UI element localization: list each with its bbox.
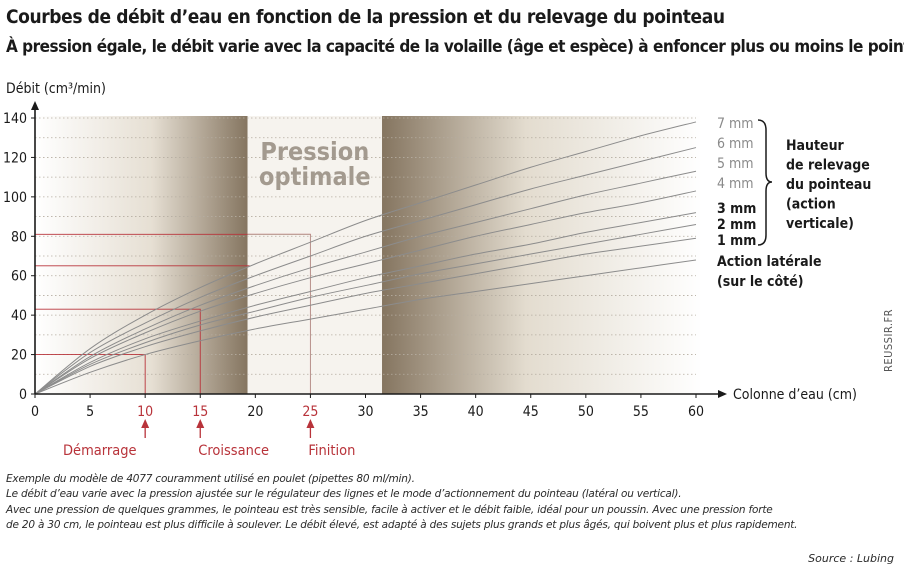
axes: 0 20 40 60 80 100 120 140 0 5 10 15 20 25 30 35 40 45 50 55… (3, 101, 727, 420)
series-end-label: 5 mm (717, 156, 754, 172)
legend-group-text: (action (786, 197, 836, 213)
marker-label: Finition (308, 443, 355, 459)
legend-group-text: du pointeau (786, 177, 871, 193)
optimal-zone-label: optimale (259, 162, 371, 191)
x-axis-arrow (718, 390, 727, 398)
footnote-line: Avec une pression de quelques grammes, l… (6, 503, 773, 516)
curves (34, 121, 697, 395)
y-tick-label: 20 (11, 348, 27, 364)
marker-label: Démarrage (63, 443, 137, 459)
y-tick-label: 140 (3, 111, 27, 127)
credit-text: REUSSIR.FR (882, 308, 895, 372)
series-end-label: 1 mm (717, 233, 756, 249)
series-line (34, 190, 697, 395)
lateral-label: (sur le côté) (717, 274, 804, 290)
series-line (34, 237, 697, 395)
optimal-zone-label: Pression (260, 137, 369, 166)
series-line (34, 259, 697, 395)
x-tick-label: 0 (31, 404, 39, 420)
series-line (34, 147, 697, 395)
y-axis-arrow (31, 101, 39, 110)
legend-group-text: Hauteur (786, 138, 845, 154)
x-tick-label: 55 (633, 404, 649, 420)
footnotes: Exemple du modèle de 4077 couramment uti… (6, 472, 886, 534)
x-tick-label: 40 (468, 404, 484, 420)
marker-label: Croissance (198, 443, 269, 459)
series-end-label: 6 mm (717, 136, 754, 152)
x-tick-label: 15 (192, 404, 208, 420)
zone-right-gradient (382, 116, 702, 394)
y-tick-label: 60 (11, 269, 27, 285)
marker-arrowhead (196, 419, 205, 428)
chart-subtitle: À pression égale, le débit varie avec la… (6, 37, 904, 57)
x-tick-label: 60 (688, 404, 704, 420)
x-tick-label: 50 (578, 404, 594, 420)
source-text: Source : Lubing (808, 552, 894, 565)
legend-brace (757, 119, 773, 246)
y-tick-label: 120 (3, 150, 27, 166)
x-tick-label: 25 (302, 404, 318, 420)
y-tick-label: 40 (11, 308, 27, 324)
marker-arrowhead (306, 419, 315, 428)
x-tick-label: 5 (86, 404, 94, 420)
legend-group-text: verticale) (786, 216, 854, 232)
series-line (34, 121, 697, 395)
x-tick-label: 35 (413, 404, 429, 420)
lateral-label: Action latérale (717, 254, 822, 270)
x-tick-label: 10 (137, 404, 153, 420)
marker-arrowhead (141, 419, 150, 428)
y-tick-label: 100 (3, 190, 27, 206)
series-end-label: 2 mm (717, 217, 756, 233)
legend-group-text: de relevage (786, 158, 870, 174)
chart-title: Courbes de débit d’eau en fonction de la… (6, 6, 725, 28)
series-line (34, 212, 697, 395)
series-line (34, 170, 697, 395)
footnote-line: de 20 à 30 cm, le pointeau est plus diff… (6, 519, 798, 532)
series-line (34, 223, 697, 395)
x-tick-label: 30 (357, 404, 373, 420)
series-end-label: 7 mm (717, 116, 754, 132)
series-end-label: 4 mm (717, 176, 754, 192)
chart-svg: 0 20 40 60 80 100 120 140 0 5 10 15 20 25 30 35 40 45 50 55… (3, 81, 871, 459)
series-end-label: 3 mm (717, 201, 756, 217)
y-tick-label: 0 (19, 387, 27, 403)
y-axis-label: Débit (cm³/min) (6, 81, 106, 97)
footnote-line: Le débit d’eau varie avec la pression aj… (6, 488, 682, 501)
x-tick-label: 20 (247, 404, 263, 420)
x-tick-label: 45 (523, 404, 539, 420)
x-axis-label: Colonne d’eau (cm) (733, 387, 857, 403)
zone-optimal (247, 116, 383, 394)
marker-reference-line (35, 308, 201, 394)
footnote-line: Exemple du modèle de 4077 couramment uti… (6, 473, 415, 485)
y-tick-label: 80 (11, 229, 27, 245)
